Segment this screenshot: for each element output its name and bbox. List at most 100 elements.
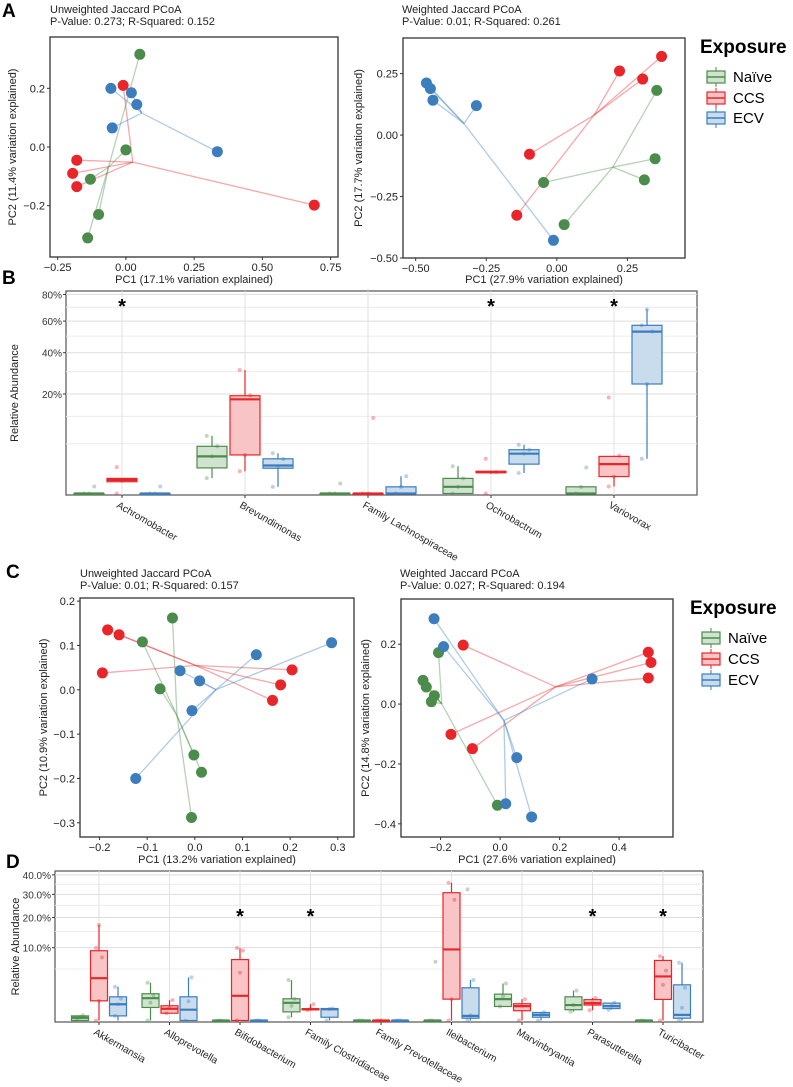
box-naive bbox=[319, 481, 351, 496]
sample-point bbox=[204, 433, 209, 438]
point-naive bbox=[425, 696, 437, 708]
legend-label: CCS bbox=[733, 90, 765, 107]
sample-point bbox=[404, 474, 409, 479]
iqr-box bbox=[672, 984, 692, 1019]
sample-point bbox=[430, 1018, 435, 1023]
sample-point bbox=[286, 978, 291, 983]
point-naive bbox=[188, 749, 200, 761]
sample-point bbox=[612, 474, 616, 479]
sample-point bbox=[114, 491, 119, 496]
spider-line-ccs bbox=[195, 664, 293, 671]
y-tick-label: 10.0% bbox=[23, 944, 51, 955]
spider-line-ccs bbox=[195, 664, 273, 702]
sample-point bbox=[584, 465, 589, 470]
legend-item-naive: Naïve bbox=[706, 67, 772, 87]
point-naive bbox=[134, 48, 146, 60]
y-tick-label: 40.0% bbox=[23, 871, 51, 882]
x-tick-label: 0.0 bbox=[492, 842, 507, 854]
y-tick-label: −0.2 bbox=[374, 759, 396, 771]
sample-point bbox=[183, 1018, 188, 1023]
point-naive bbox=[166, 612, 178, 624]
sample-point bbox=[366, 491, 370, 496]
sample-point bbox=[516, 442, 521, 447]
legend-exposure: Exposure Naïve CCS ECV bbox=[690, 598, 777, 690]
sample-point bbox=[145, 1018, 150, 1023]
y-tick-label: 80% bbox=[42, 290, 62, 301]
sample-point bbox=[376, 1018, 381, 1023]
sample-point bbox=[639, 323, 644, 328]
plot-subtitle: P-Value: 0.273; R-Squared: 0.152 bbox=[50, 16, 215, 28]
box-naive bbox=[141, 980, 160, 1023]
point-ecv bbox=[174, 665, 186, 677]
sample-point bbox=[167, 1005, 172, 1010]
sample-point bbox=[292, 996, 297, 1001]
spider-line-ccs bbox=[529, 114, 595, 155]
sample-point bbox=[151, 993, 156, 998]
spider-line-naive bbox=[141, 641, 178, 716]
spider-line-ccs bbox=[195, 664, 281, 686]
point-ecv bbox=[130, 772, 142, 784]
point-naive bbox=[538, 177, 550, 189]
point-ccs bbox=[267, 694, 279, 706]
legend-label: ECV bbox=[728, 672, 759, 689]
sample-point bbox=[617, 453, 622, 458]
y-tick-label: −0.4 bbox=[374, 819, 396, 831]
y-axis-label: PC2 (11.4% variation explained) bbox=[7, 69, 19, 226]
sample-point bbox=[449, 997, 454, 1002]
point-ecv bbox=[131, 98, 143, 110]
box-ecv bbox=[461, 887, 480, 1023]
significance-star: * bbox=[589, 906, 597, 928]
category-label: Bifidobacterium bbox=[233, 1027, 298, 1071]
iqr-box bbox=[141, 993, 160, 1009]
sample-point bbox=[276, 464, 280, 469]
spider-line-ccs bbox=[72, 161, 133, 175]
point-ecv bbox=[547, 234, 559, 246]
y-tick-label: −0.2 bbox=[53, 773, 75, 785]
x-tick-label: −0.2 bbox=[89, 842, 111, 854]
spider-line-ecv bbox=[433, 618, 505, 721]
spider-line-ccs bbox=[593, 78, 644, 116]
iqr-box bbox=[598, 455, 630, 478]
sample-point bbox=[645, 382, 649, 387]
spider-line-naive bbox=[176, 715, 195, 756]
sample-point bbox=[427, 1018, 432, 1023]
box-ecv bbox=[631, 307, 663, 461]
point-naive bbox=[93, 208, 105, 220]
sample-point bbox=[330, 1006, 335, 1011]
y-tick-label: 0.0 bbox=[30, 142, 45, 154]
sample-point bbox=[118, 996, 123, 1001]
sample-point bbox=[661, 982, 665, 987]
sample-point bbox=[522, 997, 527, 1002]
y-tick-label: 20.0% bbox=[23, 914, 51, 925]
legend-label: ECV bbox=[733, 110, 764, 127]
point-naive bbox=[84, 173, 96, 185]
point-ccs bbox=[71, 154, 83, 166]
x-axis-label: PC1 (13.2% variation explained) bbox=[138, 854, 296, 866]
sample-point bbox=[92, 484, 97, 489]
sample-point bbox=[395, 1018, 400, 1023]
x-tick-label: 0.2 bbox=[552, 842, 567, 854]
sample-point bbox=[483, 456, 488, 461]
legend-label: Naïve bbox=[733, 69, 772, 86]
sample-point bbox=[237, 469, 242, 474]
point-ecv bbox=[250, 649, 262, 661]
sample-point bbox=[468, 1013, 473, 1018]
spider-line-ecv bbox=[503, 720, 533, 818]
sample-point bbox=[590, 1000, 595, 1005]
sample-point bbox=[360, 491, 365, 496]
sample-point bbox=[680, 1005, 684, 1010]
sample-point bbox=[210, 454, 214, 459]
sample-point bbox=[257, 1018, 261, 1023]
sample-point bbox=[114, 465, 119, 470]
sample-point bbox=[539, 1012, 543, 1017]
sample-point bbox=[446, 1018, 451, 1023]
sample-point bbox=[248, 393, 253, 398]
sample-point bbox=[658, 954, 663, 959]
sample-point bbox=[399, 484, 403, 489]
sample-point bbox=[305, 1008, 310, 1013]
point-ccs bbox=[117, 79, 129, 91]
sample-point bbox=[639, 456, 644, 461]
point-ecv bbox=[438, 641, 450, 653]
box-ccs bbox=[106, 465, 138, 496]
point-naive bbox=[420, 681, 432, 693]
